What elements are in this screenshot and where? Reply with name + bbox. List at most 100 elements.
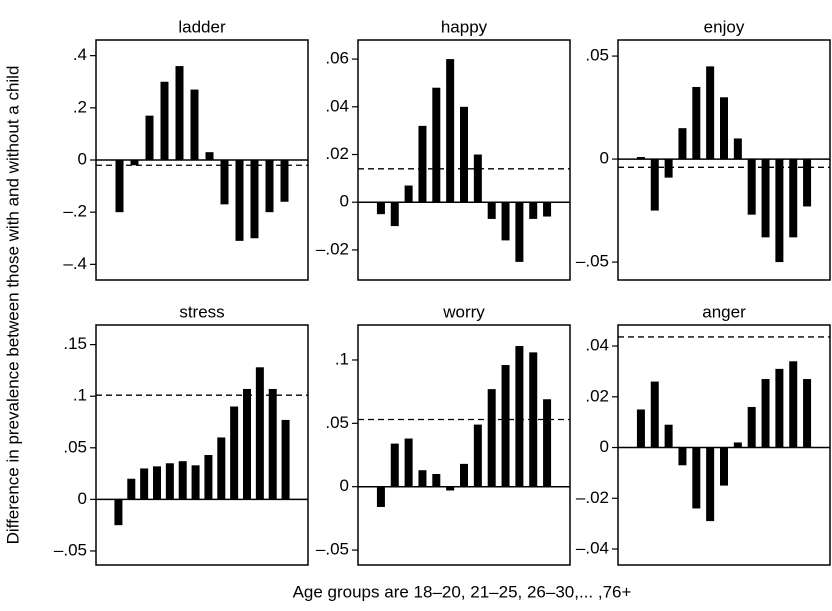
panel-frame (617, 39, 831, 281)
bar (418, 125, 427, 203)
bar (761, 159, 770, 238)
bar (446, 486, 455, 491)
bar (178, 461, 187, 500)
y-tick-label: .05 (585, 46, 609, 65)
bar (115, 160, 124, 213)
y-tick-label: .15 (63, 334, 87, 353)
y-tick-label: –.05 (316, 540, 349, 559)
y-tick-label: 0 (78, 489, 87, 508)
bar (280, 160, 289, 202)
bar (114, 499, 123, 526)
bar (376, 202, 385, 215)
bar (678, 447, 687, 466)
bar (160, 81, 169, 160)
bar (446, 59, 455, 203)
y-tick-label: .06 (325, 49, 349, 68)
bar (678, 128, 687, 160)
bar (473, 424, 482, 487)
bar (281, 419, 290, 500)
bar (501, 365, 510, 487)
y-tick-label: 0 (340, 192, 349, 211)
bar (230, 406, 239, 500)
panel-frame (357, 39, 571, 281)
bar (390, 443, 399, 487)
bar (268, 388, 277, 500)
bar (205, 152, 214, 160)
bar (487, 389, 496, 487)
y-tick-label: –.4 (63, 254, 87, 273)
bar (191, 465, 200, 500)
bar (153, 466, 161, 500)
panel-title: enjoy (704, 17, 745, 36)
bar (175, 66, 184, 160)
bar (140, 468, 149, 500)
panel-title: anger (702, 302, 746, 321)
bar (250, 160, 259, 239)
bar (803, 379, 812, 448)
bar (803, 159, 812, 207)
bar (733, 138, 742, 160)
bar (733, 442, 742, 448)
y-tick-label: 0 (600, 149, 609, 168)
bar (432, 87, 441, 203)
bar (543, 202, 552, 217)
bar (789, 361, 798, 448)
bar (243, 388, 251, 500)
y-tick-label: .05 (63, 437, 87, 456)
bar (650, 159, 659, 211)
y-tick-label: –.04 (576, 539, 609, 558)
bar (650, 381, 659, 448)
panel-title: stress (179, 302, 224, 321)
bar (404, 185, 413, 203)
bar (692, 86, 701, 160)
y-tick-label: .04 (325, 96, 349, 115)
panel-title: worry (442, 302, 485, 321)
bar (636, 409, 645, 448)
bar (664, 424, 673, 448)
bar (432, 474, 441, 487)
panel-frame (95, 324, 309, 566)
bar (761, 379, 770, 448)
y-axis-label: Difference in prevalence between those w… (3, 66, 22, 545)
bar (720, 97, 728, 160)
bar (529, 202, 538, 219)
bar (487, 202, 496, 219)
y-tick-label: 0 (340, 476, 349, 495)
bar (706, 66, 715, 160)
bar (130, 160, 139, 166)
panel-frame (357, 324, 571, 566)
bar (376, 486, 385, 507)
panel-title: happy (441, 17, 488, 36)
bar (165, 463, 174, 500)
bar (789, 159, 798, 238)
bar (543, 399, 552, 487)
bar (775, 159, 784, 263)
bar (664, 159, 673, 178)
bar (404, 438, 413, 487)
bar (501, 202, 510, 241)
panel-frame (617, 324, 831, 566)
y-tick-label: 0 (600, 437, 609, 456)
bar (473, 154, 482, 203)
y-tick-label: 0 (78, 149, 87, 168)
y-tick-label: .02 (325, 144, 349, 163)
bar (636, 157, 645, 160)
y-tick-label: .05 (325, 413, 349, 432)
bar (460, 463, 468, 487)
y-tick-label: –.2 (63, 202, 87, 221)
bar (720, 447, 728, 486)
y-tick-label: –.02 (316, 239, 349, 258)
bar (220, 160, 229, 205)
x-axis-note: Age groups are 18–20, 21–25, 26–30,... ,… (293, 582, 632, 601)
bar (217, 437, 226, 500)
y-tick-label: –.02 (576, 488, 609, 507)
y-tick-label: –.05 (576, 252, 609, 271)
y-tick-label: .4 (73, 45, 87, 64)
y-tick-label: .04 (585, 336, 609, 355)
bar (747, 406, 756, 448)
bar (255, 367, 264, 500)
bar (127, 478, 136, 500)
bar (747, 159, 756, 215)
bar (515, 202, 524, 262)
